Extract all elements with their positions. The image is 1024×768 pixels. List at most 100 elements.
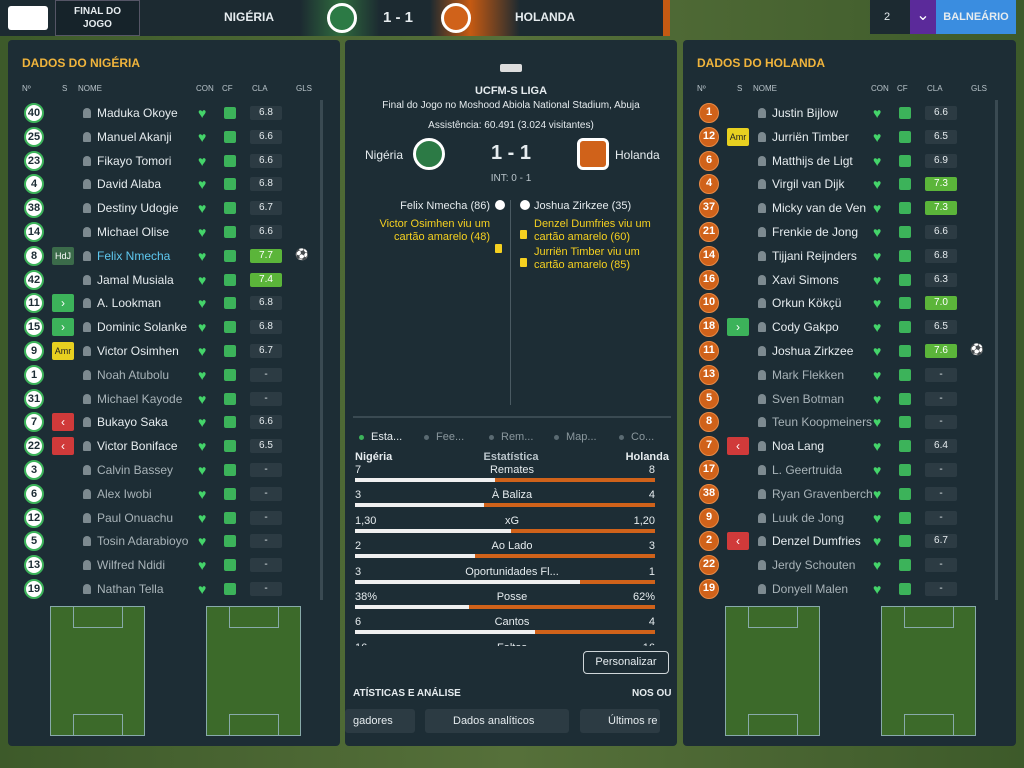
tab[interactable]: Esta... bbox=[371, 431, 403, 443]
player-row[interactable]: 38 Ryan Gravenberch ♥ - bbox=[683, 483, 993, 505]
managers[interactable]: 2 bbox=[870, 0, 910, 34]
player-name[interactable]: Michael Olise bbox=[97, 225, 170, 239]
player-name[interactable]: Nathan Tella bbox=[97, 582, 164, 596]
player-name[interactable]: Alex Iwobi bbox=[97, 486, 152, 501]
player-row[interactable]: 19 Nathan Tella ♥ - bbox=[8, 578, 318, 600]
player-row[interactable]: 22 ‹ Victor Boniface ♥ 6.5 bbox=[8, 435, 318, 457]
player-row[interactable]: 13 Wilfred Ndidi ♥ - bbox=[8, 554, 318, 576]
player-row[interactable]: 9 Amr Victor Osimhen ♥ 6.7 bbox=[8, 340, 318, 362]
player-row[interactable]: 12 Amr Jurriën Timber ♥ 6.5 bbox=[683, 126, 993, 148]
player-row[interactable]: 15 › Dominic Solanke ♥ 6.8 bbox=[8, 316, 318, 338]
player-row[interactable]: 4 David Alaba ♥ 6.8 bbox=[8, 173, 318, 195]
player-row[interactable]: 5 Sven Botman ♥ - bbox=[683, 388, 993, 410]
player-name[interactable]: L. Geertruida bbox=[772, 463, 843, 477]
player-name[interactable]: Victor Boniface bbox=[97, 439, 178, 454]
player-name[interactable]: Teun Koopmeiners bbox=[772, 415, 873, 430]
player-row[interactable]: 11 Joshua Zirkzee ♥ 7.6 ⚽ bbox=[683, 340, 993, 362]
player-name[interactable]: Manuel Akanji bbox=[97, 129, 172, 144]
player-name[interactable]: Michael Kayode bbox=[97, 391, 183, 406]
customize-button[interactable]: Personalizar bbox=[583, 651, 669, 674]
player-row[interactable]: 18 › Cody Gakpo ♥ 6.5 bbox=[683, 316, 993, 338]
player-row[interactable]: 1 Noah Atubolu ♥ - bbox=[8, 364, 318, 386]
player-name[interactable]: Noa Lang bbox=[772, 439, 825, 454]
player-name[interactable]: Joshua Zirkzee bbox=[772, 344, 854, 358]
player-name[interactable]: Tijjani Reijnders bbox=[772, 248, 857, 263]
player-row[interactable]: 7 ‹ Bukayo Saka ♥ 6.6 bbox=[8, 411, 318, 433]
footer-button[interactable]: Dados analíticos bbox=[425, 709, 569, 733]
player-name[interactable]: Jamal Musiala bbox=[97, 272, 174, 287]
player-name[interactable]: Destiny Udogie bbox=[97, 201, 179, 216]
player-row[interactable]: 14 Tijjani Reijnders ♥ 6.8 bbox=[683, 245, 993, 267]
player-name[interactable]: Tosin Adarabioyo bbox=[97, 534, 189, 549]
dressing-room-button[interactable]: BALNEÁRIO bbox=[936, 0, 1016, 34]
player-name[interactable]: Maduka Okoye bbox=[97, 106, 178, 120]
player-row[interactable]: 25 Manuel Akanji ♥ 6.6 bbox=[8, 126, 318, 148]
tab[interactable]: Co... bbox=[631, 431, 655, 443]
player-row[interactable]: 3 Calvin Bassey ♥ - bbox=[8, 459, 318, 481]
player-name[interactable]: Victor Osimhen bbox=[97, 344, 179, 358]
player-name[interactable]: Frenkie de Jong bbox=[772, 225, 859, 239]
player-row[interactable]: 6 Matthijs de Ligt ♥ 6.9 bbox=[683, 150, 993, 172]
player-name[interactable]: Bukayo Saka bbox=[97, 415, 168, 430]
player-name[interactable]: Calvin Bassey bbox=[97, 463, 174, 477]
player-row[interactable]: 38 Destiny Udogie ♥ 6.7 bbox=[8, 197, 318, 219]
player-name[interactable]: Virgil van Dijk bbox=[772, 177, 845, 192]
player-row[interactable]: 5 Tosin Adarabioyo ♥ - bbox=[8, 530, 318, 552]
squad-number: 10 bbox=[699, 293, 719, 314]
player-name[interactable]: Justin Bijlow bbox=[772, 106, 839, 120]
player-row[interactable]: 1 Justin Bijlow ♥ 6.6 bbox=[683, 102, 993, 124]
player-name[interactable]: Ryan Gravenberch bbox=[772, 486, 873, 501]
player-row[interactable]: 7 ‹ Noa Lang ♥ 6.4 bbox=[683, 435, 993, 457]
player-row[interactable]: 16 Xavi Simons ♥ 6.3 bbox=[683, 269, 993, 291]
player-row[interactable]: 17 L. Geertruida ♥ - bbox=[683, 459, 993, 481]
player-row[interactable]: 2 ‹ Denzel Dumfries ♥ 6.7 bbox=[683, 530, 993, 552]
player-row[interactable]: 37 Micky van de Ven ♥ 7.3 bbox=[683, 197, 993, 219]
player-row[interactable]: 10 Orkun Kökçü ♥ 7.0 bbox=[683, 292, 993, 314]
player-row[interactable]: 14 Michael Olise ♥ 6.6 bbox=[8, 221, 318, 243]
match-fitness bbox=[899, 368, 911, 381]
player-name[interactable]: Orkun Kökçü bbox=[772, 296, 842, 311]
player-name[interactable]: Luuk de Jong bbox=[772, 510, 845, 525]
player-row[interactable]: 21 Frenkie de Jong ♥ 6.6 bbox=[683, 221, 993, 243]
player-name[interactable]: Denzel Dumfries bbox=[772, 534, 861, 549]
player-row[interactable]: 11 › A. Lookman ♥ 6.8 bbox=[8, 292, 318, 314]
player-row[interactable]: 23 Fikayo Tomori ♥ 6.6 bbox=[8, 150, 318, 172]
player-name[interactable]: Jerdy Schouten bbox=[772, 558, 856, 573]
footer-button[interactable]: gadores bbox=[345, 709, 415, 733]
goal-icon bbox=[520, 200, 530, 210]
player-row[interactable]: 4 Virgil van Dijk ♥ 7.3 bbox=[683, 173, 993, 195]
player-name[interactable]: David Alaba bbox=[97, 177, 162, 192]
player-row[interactable]: 42 Jamal Musiala ♥ 7.4 bbox=[8, 269, 318, 291]
player-name[interactable]: Matthijs de Ligt bbox=[772, 153, 853, 168]
player-row[interactable]: 6 Alex Iwobi ♥ - bbox=[8, 483, 318, 505]
player-row[interactable]: 31 Michael Kayode ♥ - bbox=[8, 388, 318, 410]
player-name[interactable]: Dominic Solanke bbox=[97, 320, 188, 335]
player-name[interactable]: Micky van de Ven bbox=[772, 201, 867, 216]
player-row[interactable]: 12 Paul Onuachu ♥ - bbox=[8, 507, 318, 529]
player-row[interactable]: 13 Mark Flekken ♥ - bbox=[683, 364, 993, 386]
condition-heart: ♥ bbox=[198, 176, 207, 193]
player-name[interactable]: Mark Flekken bbox=[772, 367, 845, 382]
player-name[interactable]: Fikayo Tomori bbox=[97, 153, 172, 168]
player-name[interactable]: Paul Onuachu bbox=[97, 510, 174, 525]
player-name[interactable]: Sven Botman bbox=[772, 391, 845, 406]
player-row[interactable]: 8 HdJ Felix Nmecha ♥ 7.7 ⚽ bbox=[8, 245, 318, 267]
player-name[interactable]: Wilfred Ndidi bbox=[97, 558, 166, 573]
tab[interactable]: Rem... bbox=[501, 431, 534, 443]
player-name[interactable]: Jurriën Timber bbox=[772, 129, 849, 144]
player-name[interactable]: Cody Gakpo bbox=[772, 320, 839, 335]
player-name[interactable]: Noah Atubolu bbox=[97, 367, 170, 382]
player-name[interactable]: A. Lookman bbox=[97, 296, 162, 311]
player-name[interactable]: Felix Nmecha bbox=[97, 248, 171, 263]
player-row[interactable]: 22 Jerdy Schouten ♥ - bbox=[683, 554, 993, 576]
player-row[interactable]: 8 Teun Koopmeiners ♥ - bbox=[683, 411, 993, 433]
player-row[interactable]: 19 Donyell Malen ♥ - bbox=[683, 578, 993, 600]
player-row[interactable]: 9 Luuk de Jong ♥ - bbox=[683, 507, 993, 529]
tab[interactable]: Fee... bbox=[436, 431, 465, 443]
footer-button[interactable]: Últimos re bbox=[580, 709, 660, 733]
dropdown[interactable]: ⌄ bbox=[910, 0, 936, 34]
player-name[interactable]: Xavi Simons bbox=[772, 272, 839, 287]
player-name[interactable]: Donyell Malen bbox=[772, 582, 849, 596]
player-row[interactable]: 40 Maduka Okoye ♥ 6.8 bbox=[8, 102, 318, 124]
tab[interactable]: Map... bbox=[566, 431, 597, 443]
